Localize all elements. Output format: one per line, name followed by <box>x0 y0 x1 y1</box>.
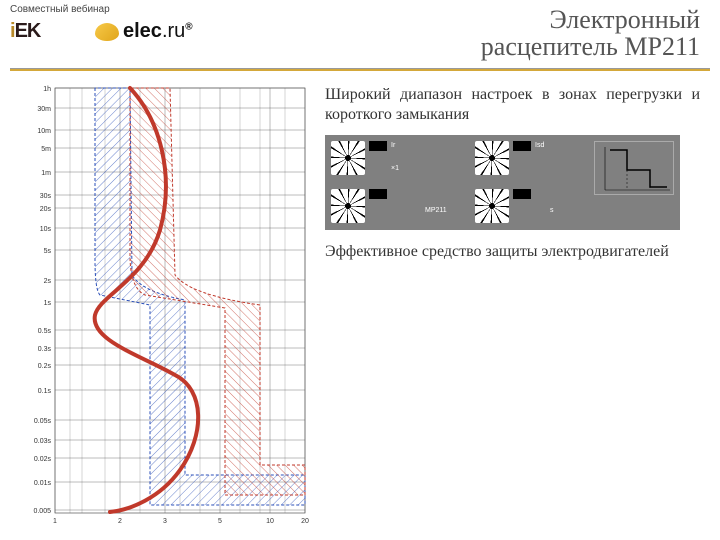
webinar-label: Совместный вебинар <box>10 4 110 15</box>
iek-logo: iIEKEK <box>10 20 40 43</box>
label-mp: МР211 <box>425 207 447 214</box>
svg-text:10m: 10m <box>37 128 51 135</box>
svg-text:10: 10 <box>266 518 274 525</box>
paragraph-1: Широкий диапазон настроек в зонах перегр… <box>325 85 700 125</box>
svg-text:5m: 5m <box>41 146 51 153</box>
svg-text:5s: 5s <box>44 248 52 255</box>
svg-text:1: 1 <box>53 518 57 525</box>
svg-text:30s: 30s <box>40 193 52 200</box>
mini-curve <box>594 141 674 195</box>
svg-text:30m: 30m <box>37 106 51 113</box>
svg-text:0.05s: 0.05s <box>34 418 52 425</box>
elec-suffix: .ru <box>162 20 185 42</box>
svg-text:0.2s: 0.2s <box>38 363 52 370</box>
divider <box>10 68 710 71</box>
svg-text:0.02s: 0.02s <box>34 456 52 463</box>
right-column: Широкий диапазон настроек в зонах перегр… <box>325 85 700 262</box>
paragraph-2: Эффективное средство защиты электродвига… <box>325 242 700 262</box>
svg-text:0.3s: 0.3s <box>38 346 52 353</box>
svg-text:20s: 20s <box>40 206 52 213</box>
elec-text: elec <box>123 20 162 42</box>
svg-text:1m: 1m <box>41 170 51 177</box>
svg-text:0.5s: 0.5s <box>38 328 52 335</box>
svg-text:0.01s: 0.01s <box>34 480 52 487</box>
svg-text:0.1s: 0.1s <box>38 388 52 395</box>
rotary-dial-icon <box>331 141 365 175</box>
svg-text:2s: 2s <box>44 278 52 285</box>
header: Совместный вебинар iIEKEK elec.ru® Элект… <box>0 0 720 70</box>
swirl-icon <box>95 23 119 41</box>
label-s: s <box>550 207 554 214</box>
title-line1: Электронный <box>481 6 700 33</box>
rotary-dial-icon <box>331 189 365 223</box>
title-line2: расцепитель МР211 <box>481 33 700 60</box>
module-diagram: Ir ×1 Isd МР211 t s <box>325 135 680 230</box>
black-box <box>369 141 387 151</box>
svg-text:10s: 10s <box>40 226 52 233</box>
svg-text:1s: 1s <box>44 300 52 307</box>
elec-logo: elec.ru® <box>95 20 193 43</box>
trip-curve-chart: 1h 30m 10m 5m 1m 30s 20s 10s 5s 2s 1s 0.5s 0.3s 0.2s 0… <box>10 80 310 525</box>
svg-text:0.03s: 0.03s <box>34 438 52 445</box>
black-box <box>513 141 531 151</box>
black-box <box>513 189 531 199</box>
rotary-dial-icon <box>475 189 509 223</box>
black-box <box>369 189 387 199</box>
label-x1: ×1 <box>391 165 399 172</box>
svg-text:2: 2 <box>118 518 122 525</box>
svg-text:3: 3 <box>163 518 167 525</box>
slide-title: Электронный расцепитель МР211 <box>481 6 700 61</box>
label-isd: Isd <box>535 142 544 149</box>
label-ir: Ir <box>391 142 395 149</box>
svg-text:20: 20 <box>301 518 309 525</box>
svg-text:0.005: 0.005 <box>33 508 51 515</box>
svg-text:5: 5 <box>218 518 222 525</box>
rotary-dial-icon <box>475 141 509 175</box>
svg-text:1h: 1h <box>43 86 51 93</box>
